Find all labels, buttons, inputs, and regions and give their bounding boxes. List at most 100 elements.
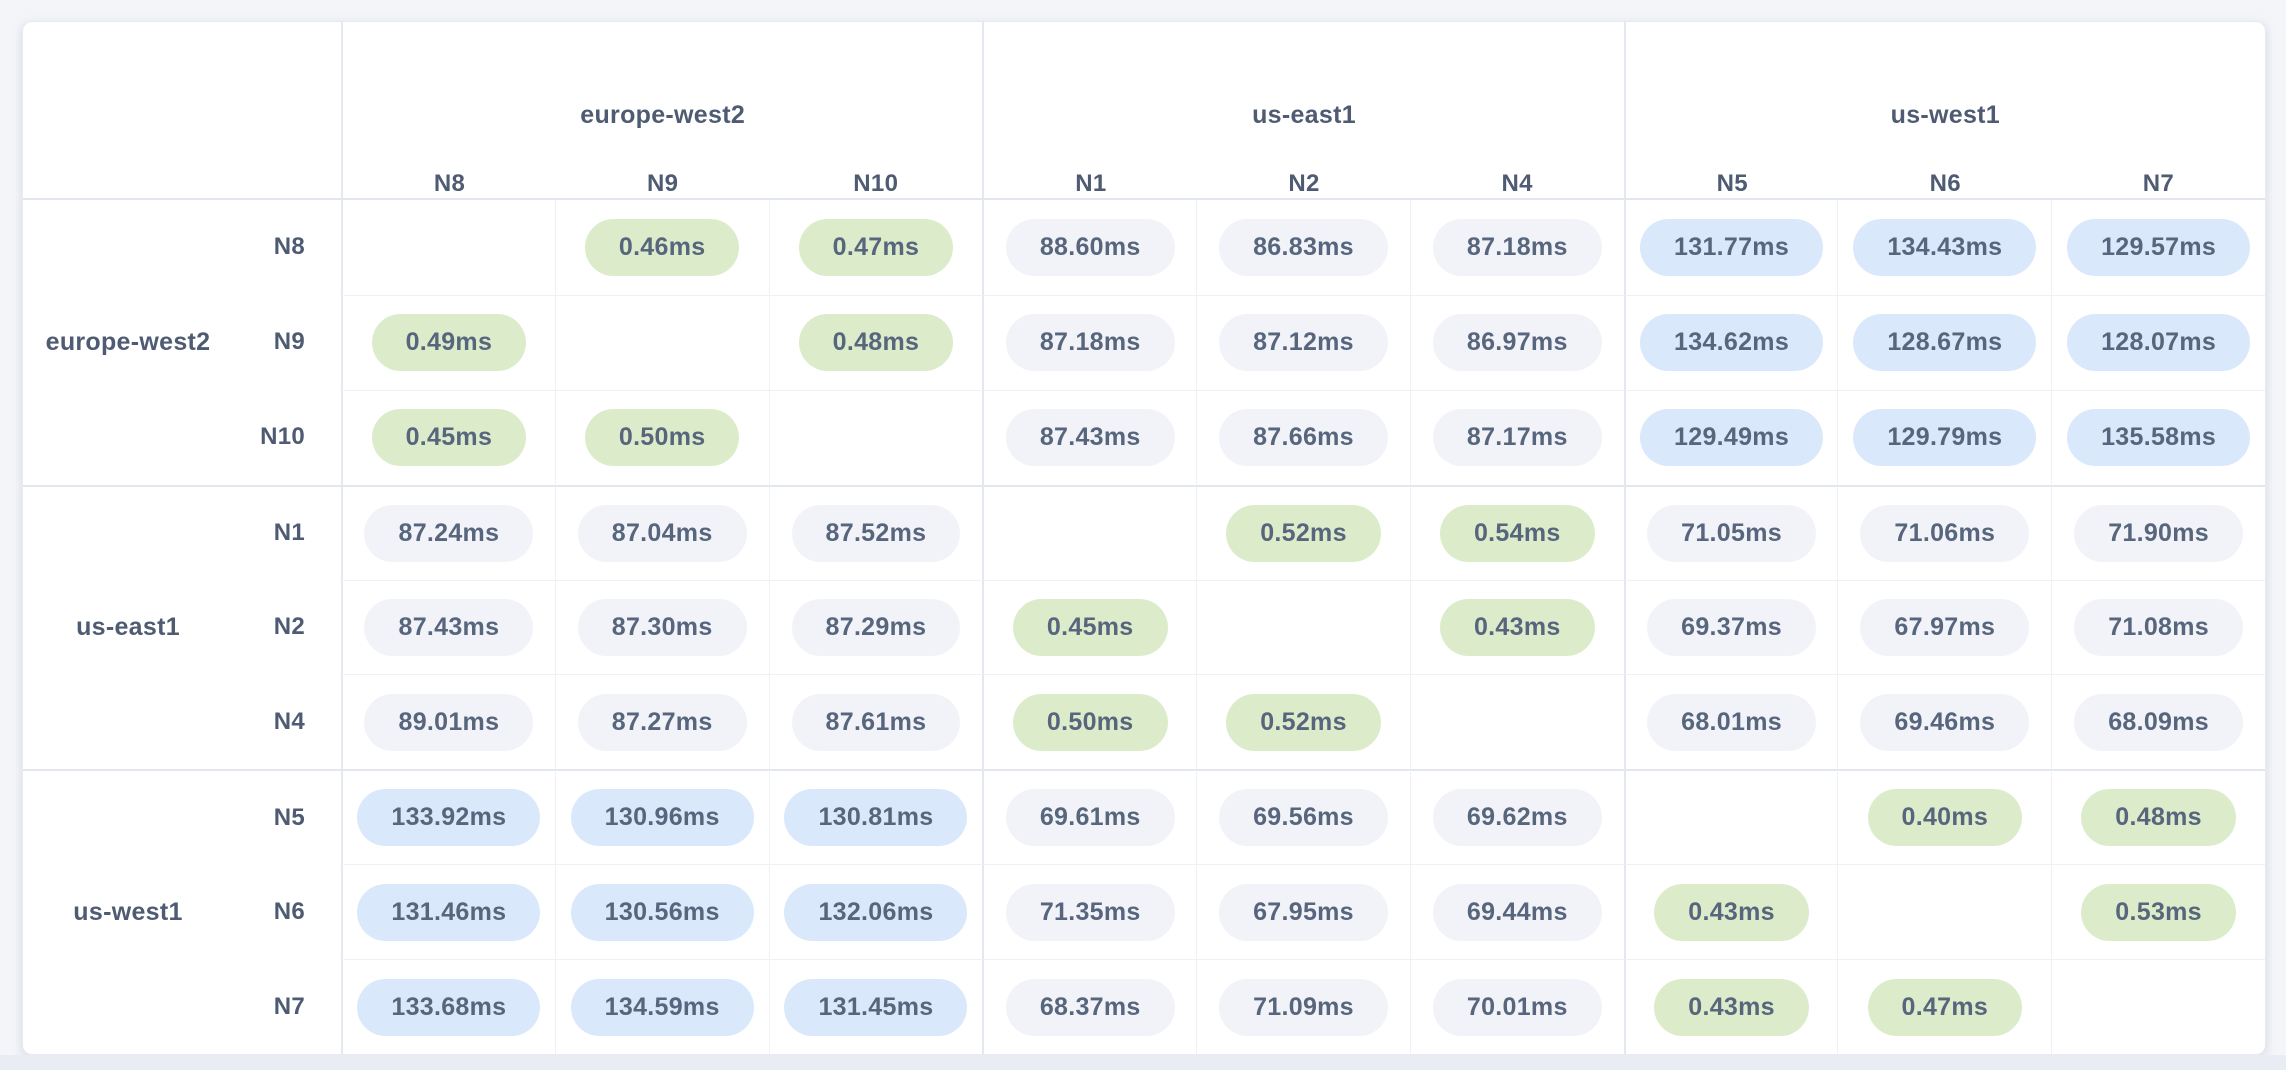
latency-cell-N9-N9 <box>554 294 769 390</box>
latency-cell-N5-N5 <box>1623 769 1838 865</box>
latency-cell-N10-N6: 129.79ms <box>1837 389 2052 485</box>
latency-cell-N6-N4: 69.44ms <box>1409 864 1624 960</box>
latency-pill: 87.17ms <box>1432 409 1602 467</box>
latency-cell-N9-N8: 0.49ms <box>341 294 555 390</box>
row-header-N7: N7 <box>273 992 305 1020</box>
latency-cell-N7-N1: 68.37ms <box>982 959 1197 1054</box>
latency-cell-N9-N5: 134.62ms <box>1623 294 1838 390</box>
latency-cell-N1-N2: 0.52ms <box>1196 484 1410 580</box>
latency-cell-N4-N6: 69.46ms <box>1837 674 2052 770</box>
latency-pill: 87.29ms <box>791 598 961 656</box>
col-header-N1: N1 <box>1075 170 1107 197</box>
latency-cell-N2-N10: 87.29ms <box>768 579 983 675</box>
latency-pill: 0.45ms <box>371 409 527 467</box>
latency-pill: 135.58ms <box>2067 409 2251 467</box>
row-header-N9: N9 <box>273 328 305 356</box>
latency-pill: 134.43ms <box>1853 218 2037 276</box>
latency-pill: 87.18ms <box>1432 218 1602 276</box>
latency-cell-N10-N10 <box>768 389 983 485</box>
latency-cell-N4-N8: 89.01ms <box>341 674 555 770</box>
latency-pill: 67.95ms <box>1219 883 1388 941</box>
latency-cell-N1-N10: 87.52ms <box>768 484 983 580</box>
latency-cell-N7-N10: 131.45ms <box>768 959 983 1054</box>
col-group-label: europe-west2 <box>580 100 746 129</box>
latency-matrix-card: europe-west2 N8 N9 N10 us-east1 N1 N2 N4 us-west… <box>22 21 2266 1055</box>
latency-cell-N5-N8: 133.92ms <box>341 769 555 865</box>
latency-pill: 0.50ms <box>584 409 740 467</box>
latency-pill: 87.24ms <box>364 504 534 562</box>
latency-cell-N7-N7 <box>2051 959 2265 1054</box>
latency-pill: 0.50ms <box>1012 693 1168 751</box>
latency-pill: 0.47ms <box>1867 978 2023 1036</box>
latency-pill: 128.07ms <box>2067 314 2251 372</box>
row-header-N1: N1 <box>233 484 341 580</box>
latency-pill: 87.12ms <box>1219 314 1388 372</box>
bottom-scrollbar-track <box>0 1055 2286 1070</box>
matrix-corner-cell <box>23 22 341 200</box>
latency-pill: 87.04ms <box>577 504 747 562</box>
col-group-header-us-west1: us-west1 N5 N6 N7 <box>1623 22 2265 200</box>
latency-cell-N7-N9: 134.59ms <box>554 959 769 1054</box>
row-header-N4: N4 <box>273 707 305 735</box>
latency-cell-N8-N4: 87.18ms <box>1409 200 1624 295</box>
latency-pill: 86.83ms <box>1219 218 1388 276</box>
latency-pill: 87.66ms <box>1219 409 1388 467</box>
latency-cell-N6-N1: 71.35ms <box>982 864 1197 960</box>
latency-cell-N2-N1: 0.45ms <box>982 579 1197 675</box>
latency-cell-N5-N9: 130.96ms <box>554 769 769 865</box>
latency-pill: 133.92ms <box>357 789 541 847</box>
latency-cell-N10-N9: 0.50ms <box>554 389 769 485</box>
latency-cell-N1-N1 <box>982 484 1197 580</box>
row-header-N8: N8 <box>273 233 305 261</box>
latency-cell-N5-N10: 130.81ms <box>768 769 983 865</box>
latency-cell-N1-N5: 71.05ms <box>1623 484 1838 580</box>
col-header-N4: N4 <box>1501 170 1533 197</box>
latency-cell-N5-N1: 69.61ms <box>982 769 1197 865</box>
latency-pill: 87.52ms <box>791 504 961 562</box>
col-header-N9: N9 <box>647 170 679 197</box>
row-header-N5: N5 <box>233 769 341 864</box>
latency-pill: 71.09ms <box>1219 978 1388 1036</box>
latency-pill: 67.97ms <box>1860 598 2030 656</box>
latency-pill: 130.56ms <box>570 883 754 941</box>
latency-cell-N10-N1: 87.43ms <box>982 389 1197 485</box>
latency-cell-N6-N5: 0.43ms <box>1623 864 1838 960</box>
latency-cell-N2-N5: 69.37ms <box>1623 579 1838 675</box>
col-group-nodes: N8 N9 N10 <box>343 170 982 198</box>
latency-cell-N10-N8: 0.45ms <box>341 389 555 485</box>
latency-cell-N9-N10: 0.48ms <box>768 294 983 390</box>
latency-pill: 0.54ms <box>1439 504 1595 562</box>
latency-pill: 132.06ms <box>784 883 968 941</box>
latency-pill: 0.48ms <box>798 314 954 372</box>
latency-cell-N4-N10: 87.61ms <box>768 674 983 770</box>
latency-pill: 0.52ms <box>1226 504 1381 562</box>
latency-cell-N10-N4: 87.17ms <box>1409 389 1624 485</box>
latency-cell-N7-N5: 0.43ms <box>1623 959 1838 1054</box>
latency-cell-N6-N10: 132.06ms <box>768 864 983 960</box>
latency-cell-N8-N10: 0.47ms <box>768 200 983 295</box>
latency-cell-N9-N7: 128.07ms <box>2051 294 2265 390</box>
latency-cell-N10-N7: 135.58ms <box>2051 389 2265 485</box>
latency-cell-N5-N2: 69.56ms <box>1196 769 1410 865</box>
latency-pill: 0.43ms <box>1439 598 1595 656</box>
col-header-N5: N5 <box>1716 170 1748 197</box>
latency-pill: 68.01ms <box>1647 693 1816 751</box>
latency-pill: 69.46ms <box>1860 693 2030 751</box>
latency-cell-N7-N2: 71.09ms <box>1196 959 1410 1054</box>
latency-pill: 87.61ms <box>791 693 961 751</box>
latency-pill: 0.46ms <box>584 218 740 276</box>
latency-cell-N4-N4 <box>1409 674 1624 770</box>
col-group-label: us-west1 <box>1890 100 2001 129</box>
latency-cell-N1-N6: 71.06ms <box>1837 484 2052 580</box>
col-header-N2: N2 <box>1288 170 1320 197</box>
latency-pill: 0.48ms <box>2081 789 2236 847</box>
latency-pill: 69.62ms <box>1432 789 1602 847</box>
row-header-N2: N2 <box>273 612 305 640</box>
latency-cell-N6-N7: 0.53ms <box>2051 864 2265 960</box>
latency-cell-N8-N9: 0.46ms <box>554 200 769 295</box>
latency-cell-N6-N9: 130.56ms <box>554 864 769 960</box>
latency-cell-N7-N8: 133.68ms <box>341 959 555 1054</box>
latency-pill: 87.27ms <box>577 693 747 751</box>
latency-cell-N5-N6: 0.40ms <box>1837 769 2052 865</box>
